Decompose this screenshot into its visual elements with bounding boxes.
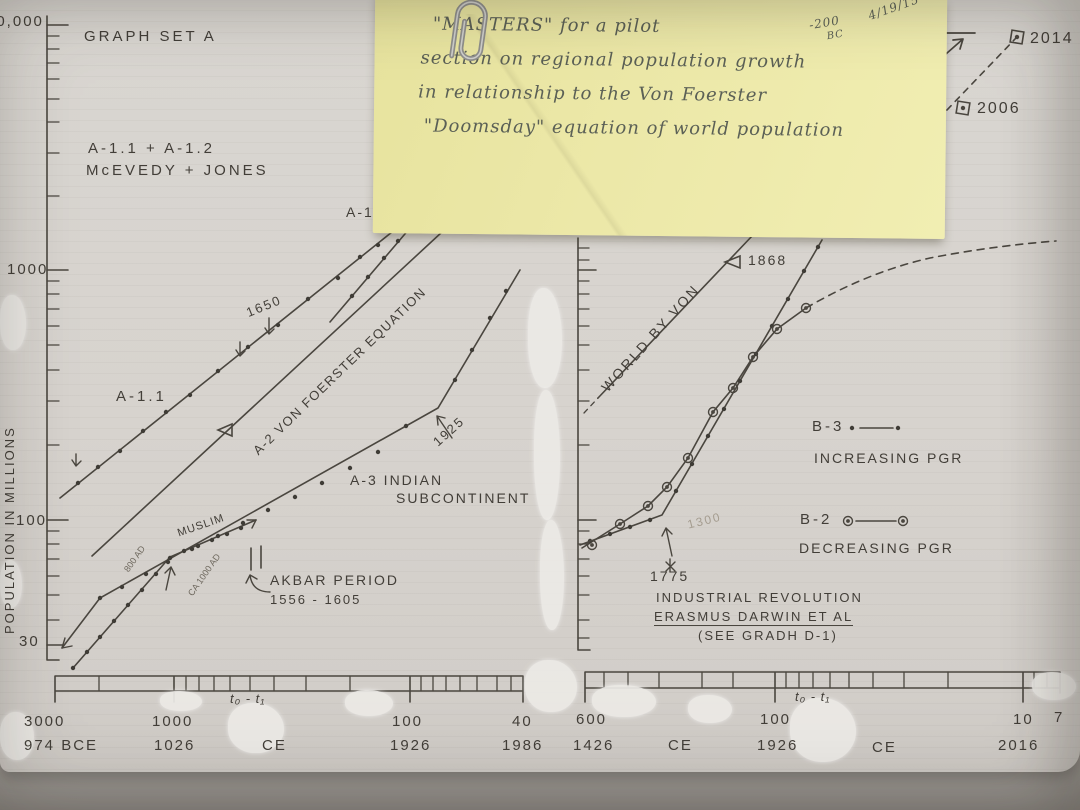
- right-xtick-600: 600: [576, 711, 608, 728]
- paper-clip-icon: [449, 0, 488, 61]
- whiteout-patch: [345, 690, 393, 716]
- whiteout-patch: [525, 660, 577, 712]
- label-industrial-revolution: INDUSTRIAL REVOLUTION: [656, 590, 863, 605]
- series-a2-von-foerster-line: [91, 231, 443, 557]
- left-y-axis: [46, 15, 60, 661]
- label-1775: 1775: [650, 568, 690, 584]
- left-xyear-974bce: 974 BCE: [24, 737, 99, 754]
- left-xtick-100: 100: [392, 713, 424, 730]
- label-2014: 2014: [1030, 30, 1074, 47]
- note-line-3: in relationship to the Von Foerster: [418, 81, 768, 107]
- label-1650-arrow: [264, 317, 275, 335]
- series-a11-line: [59, 223, 403, 499]
- note-corner-era: BC: [826, 28, 845, 43]
- right-y-axis: [577, 237, 591, 651]
- left-xyear-1986: 1986: [502, 737, 544, 754]
- label-increasing-pgr: INCREASING PGR: [814, 450, 964, 466]
- whiteout-patch: [592, 685, 656, 717]
- whiteout-patch: [790, 698, 856, 762]
- dots-b3: [587, 244, 821, 544]
- right-xyear-1426: 1426: [573, 737, 615, 754]
- series-a12-line: [329, 227, 411, 323]
- left-xyear-1026: 1026: [154, 737, 196, 754]
- whiteout-patch: [688, 695, 732, 723]
- left-t0t1-label: t₀ - t₁: [230, 691, 266, 706]
- series-world-von-line: [583, 234, 754, 414]
- ytick-1000: 1000: [7, 261, 49, 278]
- ytick-10000: 10,000: [0, 13, 44, 30]
- dots-muslim: [70, 525, 244, 671]
- data-dots: [70, 238, 901, 671]
- note-date: 4/19/15: [866, 0, 922, 23]
- left-xtick-40: 40: [512, 713, 533, 730]
- right-y-major-ticks: [577, 269, 597, 521]
- right-xtick-10: 10: [1013, 711, 1034, 728]
- subtitle-series: A-1.1 + A-1.2: [88, 140, 215, 157]
- right-ruler: [584, 671, 1061, 703]
- series-b2-line: [581, 240, 1057, 549]
- label-b2: B-2: [800, 511, 833, 528]
- whiteout-patch: [1032, 672, 1076, 700]
- observed-dashed-line: [921, 37, 1017, 137]
- series-muslim-line: [72, 519, 257, 669]
- label-2006: 2006: [977, 100, 1021, 117]
- label-see-graph-d1: (SEE GRADH D-1): [698, 628, 838, 643]
- label-b3: B-3: [812, 418, 845, 435]
- left-xtick-3000: 3000: [24, 713, 66, 730]
- legend-b3-dot-r: [895, 425, 901, 431]
- dots-a12: [349, 238, 401, 299]
- series-a3-line: [61, 269, 521, 649]
- dots-a11: [75, 242, 381, 486]
- ytick-100: 100: [16, 512, 48, 529]
- right-t0t1-label: t₀ - t₁: [795, 689, 831, 704]
- label-a3-line1: A-3 INDIAN: [350, 472, 444, 488]
- whiteout-patch: [540, 520, 564, 630]
- left-xyear-1926: 1926: [390, 737, 432, 754]
- whiteout-patch: [0, 560, 22, 608]
- whiteout-patch: [0, 712, 34, 760]
- right-xyear-ce2: CE: [872, 739, 897, 756]
- ytick-30: 30: [19, 633, 40, 650]
- legend-b2-circle-r: [897, 515, 909, 527]
- left-y-minor-ticks: [46, 35, 60, 621]
- label-1868: 1868: [748, 252, 788, 268]
- left-ruler-minor: [98, 675, 512, 692]
- whiteout-patch: [228, 703, 284, 753]
- marker-2014: [1009, 29, 1025, 45]
- right-xtick-100: 100: [760, 711, 792, 728]
- label-akbar-years: 1556 - 1605: [270, 592, 362, 607]
- label-decreasing-pgr: DECREASING PGR: [799, 540, 954, 556]
- akbar-arrow: [245, 574, 271, 593]
- right-xyear-1926: 1926: [757, 737, 799, 754]
- label-a3-line2: SUBCONTINENT: [396, 490, 531, 506]
- right-xtick-7: 7: [1054, 709, 1065, 726]
- subtitle-authors: McEVEDY + JONES: [86, 162, 269, 179]
- label-erasmus-darwin: ERASMUS DARWIN ET AL: [654, 609, 854, 626]
- label-a11: A-1.1: [116, 388, 167, 405]
- left-y-major-ticks: [46, 24, 69, 646]
- left-y-axis-label: POPULATION IN MILLIONS: [2, 426, 17, 634]
- dots-a3: [97, 288, 509, 601]
- note-line-4: "Doomsday" equation of world population: [423, 115, 845, 141]
- whiteout-patch: [528, 288, 562, 388]
- right-xyear-2016: 2016: [998, 737, 1040, 754]
- right-xyear-ce1: CE: [668, 737, 693, 754]
- label-akbar-period: AKBAR PERIOD: [270, 572, 400, 588]
- right-ruler-minor: [603, 671, 1048, 689]
- legend-b2-circle-l: [842, 515, 854, 527]
- circled-dots-b2: [586, 302, 909, 551]
- series-b3-line: [579, 239, 823, 573]
- left-ruler: [54, 675, 524, 703]
- legend-b3-dot-l: [849, 425, 855, 431]
- left-xtick-1000: 1000: [152, 713, 194, 730]
- whiteout-patch: [534, 390, 560, 520]
- whiteout-patch: [160, 691, 202, 711]
- marker-2006: [955, 100, 971, 116]
- akbar-tally-marks: [250, 545, 262, 571]
- whiteout-patch: [0, 295, 26, 350]
- right-y-minor-ticks: [577, 247, 590, 639]
- graph-set-title: GRAPH SET A: [84, 28, 217, 45]
- left-xyear-ce: CE: [262, 737, 287, 754]
